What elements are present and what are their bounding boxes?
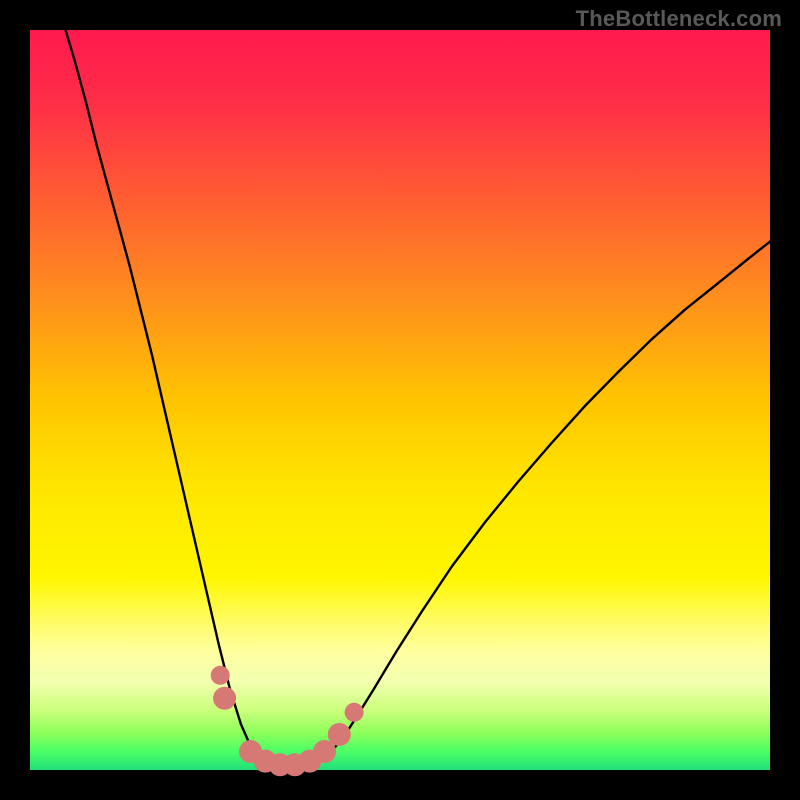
series-group: [66, 30, 771, 776]
marker-point: [214, 687, 236, 709]
markers-group: [211, 666, 363, 776]
marker-point: [211, 666, 229, 684]
bottleneck-curve: [66, 30, 771, 769]
marker-point: [345, 703, 363, 721]
chart-container: TheBottleneck.com: [0, 0, 800, 800]
chart-svg: [0, 0, 800, 800]
watermark-text: TheBottleneck.com: [576, 6, 782, 32]
marker-point: [314, 741, 336, 763]
marker-point: [328, 724, 350, 746]
